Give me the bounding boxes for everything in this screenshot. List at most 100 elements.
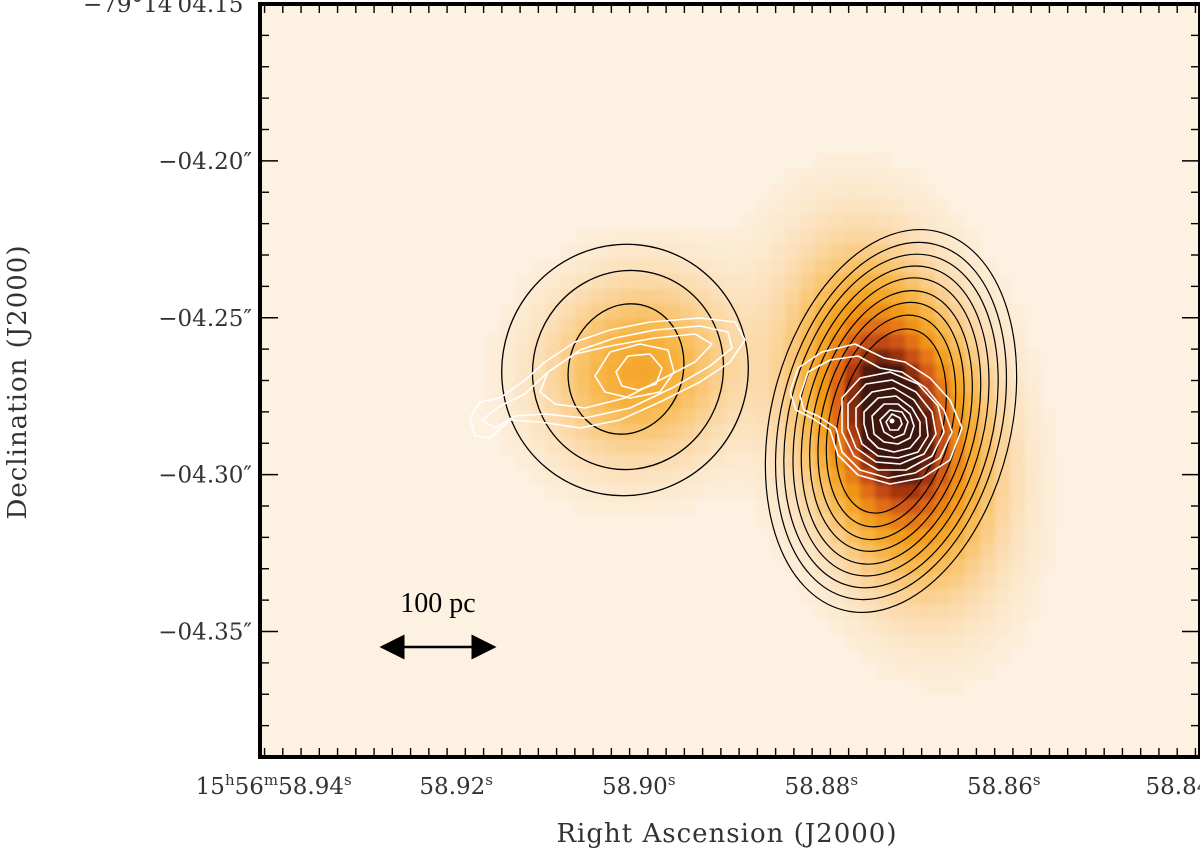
heatmap-cell: [560, 334, 576, 350]
heatmap-cell: [755, 334, 771, 350]
heatmap-cell: [665, 229, 681, 245]
heatmap-cell: [965, 574, 981, 590]
heatmap-cell: [740, 439, 756, 455]
heatmap-cell: [815, 214, 831, 230]
heatmap-cell: [830, 169, 846, 185]
heatmap-cell: [950, 664, 966, 680]
heatmap-cell: [650, 349, 666, 365]
black-contour: [800, 277, 982, 565]
heatmap-cell: [695, 349, 711, 365]
heatmap-cell: [920, 679, 936, 695]
heatmap-cell: [620, 289, 636, 305]
heatmap-cell: [710, 334, 726, 350]
heatmap-cell: [800, 454, 816, 470]
heatmap-cell: [875, 514, 891, 530]
heatmap-cell: [800, 259, 816, 275]
heatmap-cell: [920, 199, 936, 215]
white-contour: [594, 343, 675, 399]
heatmap-cell: [725, 364, 741, 380]
heatmap-cell: [965, 409, 981, 425]
heatmap-cell: [845, 229, 861, 245]
heatmap-cell: [830, 619, 846, 635]
heatmap-cell: [935, 649, 951, 665]
heatmap-cell: [770, 379, 786, 395]
heatmap-cell: [515, 334, 531, 350]
heatmap-cell: [785, 244, 801, 260]
heatmap-cell: [695, 289, 711, 305]
heatmap-cell: [935, 679, 951, 695]
heatmap-cell: [830, 214, 846, 230]
heatmap-cell: [620, 364, 636, 380]
heatmap-cell: [950, 469, 966, 485]
heatmap-cell: [1025, 409, 1041, 425]
heatmap-cell: [575, 319, 591, 335]
black-contour: [774, 241, 1008, 601]
heatmap-cell: [875, 634, 891, 650]
heatmap-cell: [755, 394, 771, 410]
heatmap-cell: [740, 289, 756, 305]
heatmap-cell: [755, 214, 771, 230]
heatmap-cell: [1010, 499, 1026, 515]
heatmap-cell: [875, 244, 891, 260]
heatmap-cell: [950, 574, 966, 590]
heatmap-cell: [860, 649, 876, 665]
heatmap-cell: [590, 379, 606, 395]
heatmap-cell: [785, 214, 801, 230]
heatmap-cell: [800, 289, 816, 305]
heatmap-cell: [860, 199, 876, 215]
heatmap-cell: [890, 649, 906, 665]
heatmap-cell: [530, 424, 546, 440]
heatmap-cell: [905, 169, 921, 185]
heatmap-cell: [860, 589, 876, 605]
heatmap-cell: [950, 589, 966, 605]
heatmap-cell: [815, 199, 831, 215]
heatmap-cell: [950, 634, 966, 650]
heatmap-cell: [740, 229, 756, 245]
heatmap-cell: [485, 349, 501, 365]
heatmap-cell: [875, 259, 891, 275]
heatmap-cell: [770, 289, 786, 305]
heatmap-cell: [890, 259, 906, 275]
heatmap-cell: [920, 544, 936, 560]
heatmap-cell: [905, 649, 921, 665]
heatmap-cell: [1025, 589, 1041, 605]
y-axis-label: Declination (J2000): [3, 245, 33, 520]
heatmap-cell: [605, 454, 621, 470]
heatmap-cell: [815, 169, 831, 185]
heatmap-cell: [770, 244, 786, 260]
heatmap-cell: [605, 364, 621, 380]
heatmap-cell: [545, 364, 561, 380]
heatmap-cell: [860, 304, 876, 320]
heatmap-cell: [980, 514, 996, 530]
white-contour: [469, 317, 746, 439]
heatmap-cell: [710, 409, 726, 425]
heatmap-cell: [965, 319, 981, 335]
heatmap-cell: [590, 454, 606, 470]
heatmap-cell: [605, 274, 621, 290]
heatmap-cell: [635, 364, 651, 380]
heatmap-cell: [920, 364, 936, 380]
heatmap-cell: [905, 289, 921, 305]
heatmap-cell: [545, 334, 561, 350]
heatmap-cell: [845, 619, 861, 635]
heatmap-cell: [620, 454, 636, 470]
heatmap-cell: [830, 199, 846, 215]
heatmap-cell: [770, 199, 786, 215]
heatmap-cell: [590, 244, 606, 260]
heatmap-cell: [905, 214, 921, 230]
heatmap-cell: [875, 484, 891, 500]
white-contours: [469, 317, 963, 485]
heatmap-cell: [590, 424, 606, 440]
heatmap-cell: [785, 259, 801, 275]
heatmap-cell: [665, 409, 681, 425]
scale-bar-label: 100 pc: [400, 588, 475, 619]
heatmap-cell: [905, 259, 921, 275]
heatmap-cell: [980, 649, 996, 665]
heatmap-cell: [905, 349, 921, 365]
heatmap-cell: [710, 424, 726, 440]
heatmap-cell: [890, 379, 906, 395]
black-contours: [501, 228, 1018, 614]
heatmap-cell: [725, 439, 741, 455]
heatmap-cell: [980, 619, 996, 635]
heatmap-cell: [935, 259, 951, 275]
